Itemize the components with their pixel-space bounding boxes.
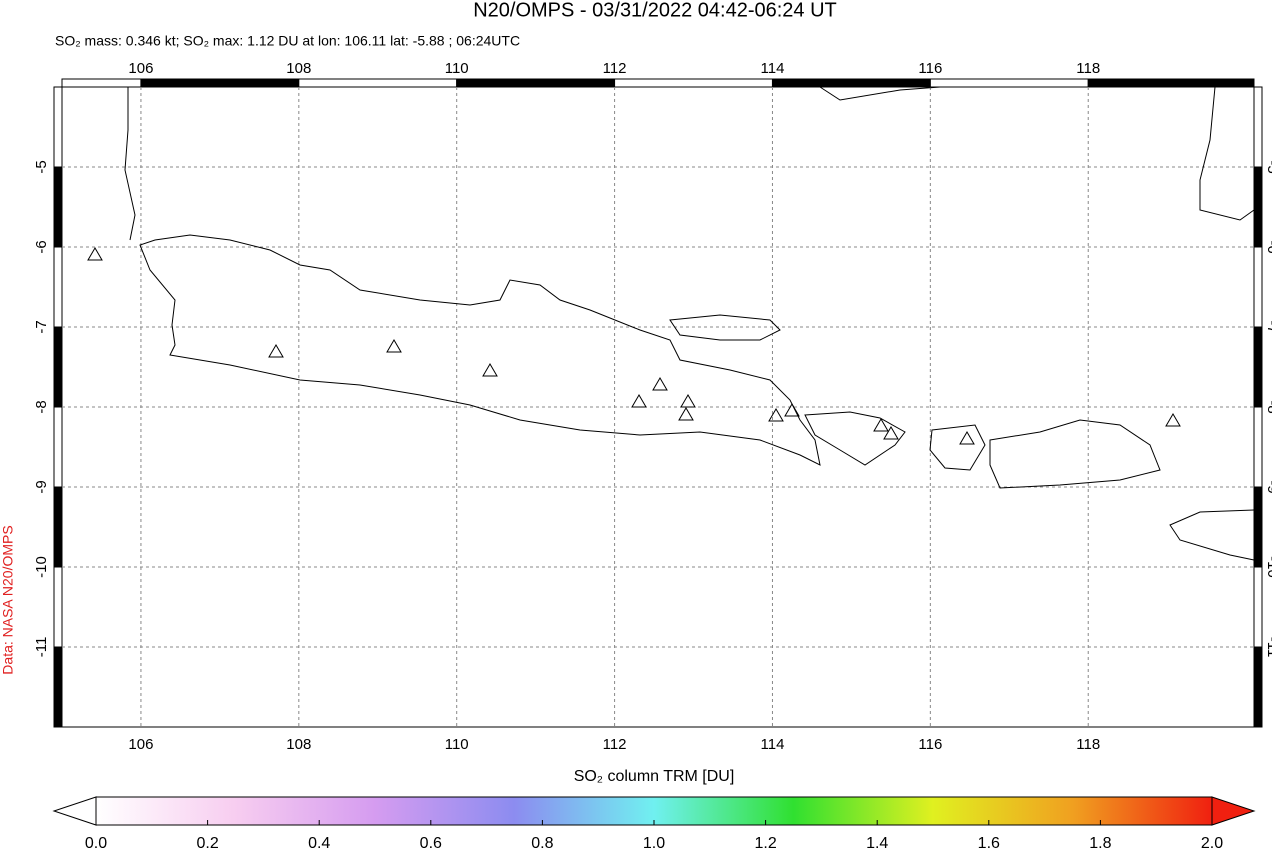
frame-strip	[53, 326, 63, 408]
colorbar-tick-label: 0.6	[420, 835, 442, 852]
colorbar-tick-label: 0.0	[85, 835, 107, 852]
frame-strip	[614, 78, 773, 88]
frame-strip	[1253, 486, 1263, 568]
map-area	[87, 86, 1255, 561]
y-tick-label: -7	[1264, 320, 1272, 333]
frame-strip	[53, 86, 63, 168]
coastline	[989, 419, 1161, 489]
frame-strip	[1253, 406, 1263, 488]
frame-strip	[53, 566, 63, 648]
colorbar-tick-label: 1.8	[1089, 835, 1111, 852]
y-tick-label: -11	[1264, 637, 1272, 658]
credit: Data: NASA N20/OMPS	[0, 525, 16, 674]
y-tick-label: -10	[33, 556, 50, 578]
colorbar-tick-label: 1.2	[754, 835, 776, 852]
colorbar-label: SO₂ column TRM [DU]	[574, 768, 735, 785]
x-tick-label: 110	[445, 736, 469, 753]
colorbar-tick-label: 1.4	[866, 835, 888, 852]
x-tick-label: 114	[761, 60, 785, 77]
frame-strip	[53, 646, 63, 728]
x-tick-label: 112	[603, 736, 627, 753]
coastline	[139, 234, 821, 466]
frame-strip	[1253, 86, 1263, 168]
x-tick-label: 112	[603, 60, 627, 77]
coastline	[669, 314, 781, 341]
subtitle: SO₂ mass: 0.346 kt; SO₂ max: 1.12 DU at …	[55, 33, 520, 49]
frame-strip	[1087, 78, 1255, 88]
y-tick-label: -9	[33, 480, 50, 493]
frame-strip	[929, 78, 1089, 88]
colorbar-tick-label: 0.4	[308, 835, 330, 852]
frame-strip	[53, 486, 63, 568]
y-tick-label: -6	[33, 240, 50, 253]
coastline	[1199, 86, 1255, 221]
frame-strip	[1253, 326, 1263, 408]
x-tick-label: 118	[1076, 736, 1100, 753]
coastline	[124, 87, 136, 241]
frame-strip	[1253, 166, 1263, 248]
y-tick-label: -9	[1264, 480, 1272, 493]
y-tick-label: -5	[1264, 160, 1272, 173]
y-tick-label: -7	[33, 320, 50, 333]
chart-title: N20/OMPS - 03/31/2022 04:42-06:24 UT	[473, 0, 837, 21]
x-tick-label: 116	[918, 736, 942, 753]
frame-strip	[456, 78, 616, 88]
frame-strip	[771, 78, 931, 88]
y-tick-label: -5	[33, 160, 50, 173]
x-tick-label: 106	[128, 736, 153, 753]
frame-strip	[1253, 246, 1263, 328]
frame-strip	[53, 406, 63, 488]
frame-strip	[140, 78, 300, 88]
colorbar-arrow	[1211, 796, 1256, 826]
y-tick-label: -6	[1264, 240, 1272, 253]
x-tick-label: 106	[128, 60, 153, 77]
y-tick-label: -10	[1264, 556, 1272, 578]
colorbar-arrow	[52, 796, 97, 826]
x-tick-label: 118	[1076, 60, 1100, 77]
colorbar-tick-label: 2.0	[1201, 835, 1223, 852]
frame-strip	[1253, 566, 1263, 648]
x-tick-label: 108	[286, 60, 311, 77]
frame-strip	[53, 246, 63, 328]
y-tick-label: -11	[33, 637, 50, 658]
coastline	[804, 411, 906, 466]
colorbar-tick-label: 1.0	[643, 835, 665, 852]
x-tick-label: 116	[918, 60, 942, 77]
y-tick-label: -8	[1264, 400, 1272, 413]
coastline	[1169, 509, 1255, 561]
x-tick-label: 114	[761, 736, 785, 753]
frame-strip	[61, 78, 142, 88]
volcano-markers	[87, 247, 1181, 445]
coastline	[819, 86, 941, 101]
colorbar-tick-label: 1.6	[978, 835, 1000, 852]
x-tick-label: 110	[445, 60, 469, 77]
colorbar-tick-label: 0.2	[196, 835, 218, 852]
frame-strip	[53, 166, 63, 248]
colorbar-tick-label: 0.8	[531, 835, 553, 852]
y-tick-label: -8	[33, 400, 50, 413]
frame-strip	[1253, 646, 1263, 728]
frame-strip	[298, 78, 458, 88]
coastline	[929, 424, 986, 471]
x-tick-label: 108	[286, 736, 311, 753]
